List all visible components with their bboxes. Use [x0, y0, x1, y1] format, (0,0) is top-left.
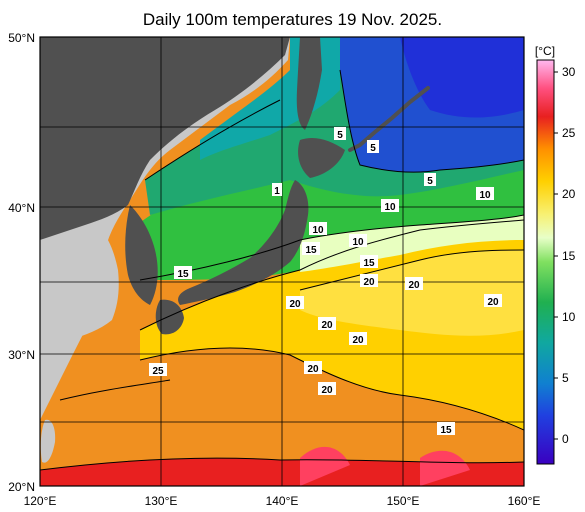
- svg-text:5: 5: [337, 130, 343, 141]
- svg-text:5: 5: [427, 176, 433, 187]
- svg-text:15: 15: [363, 258, 375, 269]
- svg-text:15: 15: [305, 245, 317, 256]
- lon-label: 160°E: [508, 494, 541, 508]
- map-frame: [39, 36, 525, 487]
- map-title: Daily 100m temperatures 19 Nov. 2025.: [142, 10, 443, 29]
- svg-text:20: 20: [487, 297, 499, 308]
- svg-text:20: 20: [352, 335, 364, 346]
- colorbar-tick: 15: [562, 249, 576, 263]
- svg-text:10: 10: [352, 237, 364, 248]
- colorbar-tick: 10: [562, 310, 576, 324]
- lon-label: 130°E: [145, 494, 178, 508]
- lat-axis-labels: 50°N 40°N 30°N 20°N: [8, 31, 35, 494]
- svg-text:15: 15: [177, 269, 189, 280]
- svg-text:10: 10: [384, 202, 396, 213]
- isotherm-lines: [40, 69, 524, 471]
- svg-text:20: 20: [307, 364, 319, 375]
- graticule: [40, 37, 524, 486]
- lon-label: 140°E: [266, 494, 299, 508]
- svg-text:20: 20: [289, 299, 301, 310]
- svg-text:20: 20: [321, 385, 333, 396]
- lat-label: 40°N: [8, 201, 35, 215]
- kyushu-land: [155, 299, 184, 335]
- colorbar-tick: 0: [562, 432, 569, 446]
- svg-text:5: 5: [370, 143, 376, 154]
- svg-text:20: 20: [321, 320, 333, 331]
- svg-text:10: 10: [312, 225, 324, 236]
- hokkaido-land: [298, 138, 345, 178]
- lat-label: 20°N: [8, 480, 35, 494]
- svg-text:25: 25: [152, 366, 164, 377]
- svg-text:15: 15: [440, 425, 452, 436]
- colorbar-tick: 30: [562, 65, 576, 79]
- colorbar-tick: 25: [562, 126, 576, 140]
- lon-axis-labels: 120°E 130°E 140°E 150°E 160°E: [24, 494, 541, 508]
- svg-text:20: 20: [408, 280, 420, 291]
- korea-land: [125, 205, 158, 305]
- svg-text:10: 10: [479, 190, 491, 201]
- colorbar-gradient: [536, 59, 555, 465]
- svg-text:20: 20: [363, 277, 375, 288]
- colorbar: [°C] 30 25 20 15 10 5 0: [535, 44, 576, 465]
- lat-label: 30°N: [8, 348, 35, 362]
- svg-text:1: 1: [274, 186, 280, 197]
- contour-labels: 5 5 5 10 10 10 10 15 15 15 1 20 20 20 20…: [149, 127, 502, 436]
- lon-label: 150°E: [387, 494, 420, 508]
- lat-label: 50°N: [8, 31, 35, 45]
- lon-label: 120°E: [24, 494, 57, 508]
- colorbar-tick: 20: [562, 187, 576, 201]
- colorbar-tick: 5: [562, 371, 569, 385]
- taiwan-land: [40, 419, 56, 463]
- sakhalin-land: [296, 37, 322, 130]
- colorbar-unit: [°C]: [535, 44, 555, 58]
- kuril-islands: [348, 86, 430, 152]
